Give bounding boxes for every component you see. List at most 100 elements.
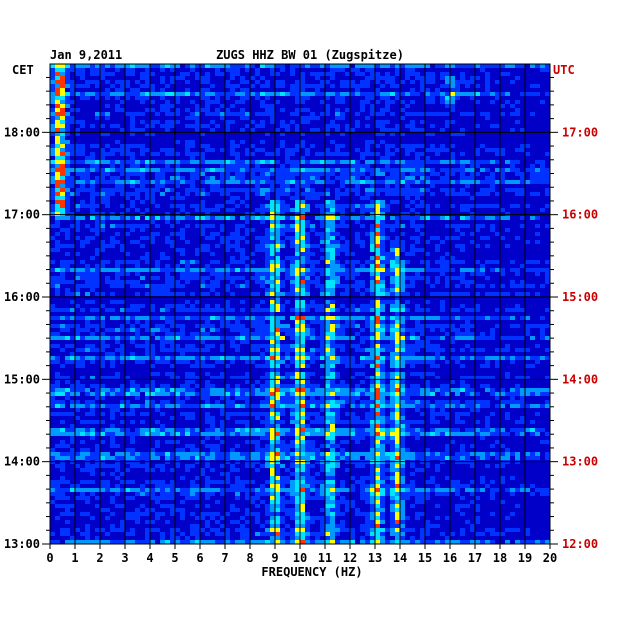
spectrogram-cell bbox=[190, 272, 195, 276]
spectrogram-cell bbox=[415, 400, 420, 404]
spectrogram-cell bbox=[325, 392, 330, 396]
spectrogram-cell bbox=[510, 180, 515, 184]
spectrogram-cell bbox=[355, 232, 360, 236]
spectrogram-cell bbox=[345, 432, 350, 436]
spectrogram-cell bbox=[545, 192, 550, 196]
spectrogram-cell bbox=[145, 196, 150, 200]
spectrogram-cell bbox=[310, 196, 315, 200]
spectrogram-cell bbox=[195, 104, 200, 108]
spectrogram-cell bbox=[290, 196, 295, 200]
spectrogram-cell bbox=[210, 336, 215, 340]
spectrogram-cell bbox=[370, 348, 375, 352]
spectrogram-cell bbox=[450, 168, 455, 172]
spectrogram-cell bbox=[210, 428, 215, 432]
spectrogram-cell bbox=[390, 92, 395, 96]
spectrogram-cell bbox=[335, 360, 340, 364]
spectrogram-cell bbox=[195, 120, 200, 124]
spectrogram-cell bbox=[285, 348, 290, 352]
spectrogram-cell bbox=[375, 408, 380, 412]
spectrogram-cell bbox=[515, 192, 520, 196]
spectrogram-cell bbox=[70, 260, 75, 264]
spectrogram-cell bbox=[260, 300, 265, 304]
spectrogram-cell bbox=[305, 288, 310, 292]
spectrogram-cell bbox=[115, 268, 120, 272]
spectrogram-cell bbox=[165, 452, 170, 456]
spectrogram-cell bbox=[95, 276, 100, 280]
spectrogram-cell bbox=[230, 432, 235, 436]
spectrogram-cell bbox=[490, 180, 495, 184]
spectrogram-cell bbox=[305, 64, 310, 68]
spectrogram-cell bbox=[495, 152, 500, 156]
spectrogram-cell bbox=[360, 380, 365, 384]
spectrogram-cell bbox=[455, 276, 460, 280]
spectrogram-cell bbox=[215, 400, 220, 404]
spectrogram-cell bbox=[265, 328, 270, 332]
spectrogram-cell bbox=[240, 432, 245, 436]
spectrogram-cell bbox=[185, 428, 190, 432]
spectrogram-cell bbox=[170, 160, 175, 164]
spectrogram-cell bbox=[190, 392, 195, 396]
spectrogram-cell bbox=[400, 400, 405, 404]
spectrogram-cell bbox=[280, 404, 285, 408]
spectrogram-cell bbox=[285, 176, 290, 180]
spectrogram-cell bbox=[350, 308, 355, 312]
spectrogram-cell bbox=[370, 336, 375, 340]
spectrogram-cell bbox=[435, 400, 440, 404]
spectrogram-cell bbox=[60, 124, 65, 128]
spectrogram-cell bbox=[95, 284, 100, 288]
spectrogram-cell bbox=[60, 148, 65, 152]
spectrogram-cell bbox=[195, 452, 200, 456]
spectrogram-cell bbox=[235, 176, 240, 180]
spectrogram-cell bbox=[325, 360, 330, 364]
spectrogram-cell bbox=[400, 304, 405, 308]
spectrogram-cell bbox=[475, 64, 480, 68]
spectrogram-cell bbox=[235, 324, 240, 328]
spectrogram-cell bbox=[420, 388, 425, 392]
spectrogram-cell bbox=[315, 196, 320, 200]
spectrogram-cell bbox=[310, 420, 315, 424]
spectrogram-cell bbox=[505, 344, 510, 348]
spectrogram-cell bbox=[400, 188, 405, 192]
spectrogram-cell bbox=[245, 160, 250, 164]
spectrogram-cell bbox=[255, 364, 260, 368]
spectrogram-cell bbox=[380, 388, 385, 392]
spectrogram-cell bbox=[270, 364, 275, 368]
spectrogram-cell bbox=[210, 364, 215, 368]
spectrogram-cell bbox=[320, 284, 325, 288]
spectrogram-cell bbox=[385, 404, 390, 408]
spectrogram-cell bbox=[225, 168, 230, 172]
spectrogram-cell bbox=[255, 440, 260, 444]
spectrogram-cell bbox=[310, 72, 315, 76]
spectrogram-cell bbox=[315, 128, 320, 132]
spectrogram-cell bbox=[275, 284, 280, 288]
spectrogram-cell bbox=[180, 316, 185, 320]
spectrogram-cell bbox=[385, 260, 390, 264]
spectrogram-cell bbox=[200, 308, 205, 312]
spectrogram-cell bbox=[75, 120, 80, 124]
spectrogram-cell bbox=[350, 252, 355, 256]
spectrogram-cell bbox=[300, 116, 305, 120]
spectrogram-cell bbox=[375, 388, 380, 392]
spectrogram-cell bbox=[370, 72, 375, 76]
spectrogram-cell bbox=[370, 188, 375, 192]
spectrogram-cell bbox=[235, 84, 240, 88]
spectrogram-cell bbox=[480, 92, 485, 96]
spectrogram-cell bbox=[455, 420, 460, 424]
spectrogram-cell bbox=[100, 412, 105, 416]
spectrogram-cell bbox=[270, 312, 275, 316]
spectrogram-cell bbox=[400, 360, 405, 364]
spectrogram-cell bbox=[280, 260, 285, 264]
spectrogram-cell bbox=[460, 356, 465, 360]
spectrogram-cell bbox=[510, 396, 515, 400]
spectrogram-cell bbox=[200, 152, 205, 156]
spectrogram-cell bbox=[360, 308, 365, 312]
spectrogram-cell bbox=[380, 276, 385, 280]
spectrogram-cell bbox=[500, 168, 505, 172]
spectrogram-cell bbox=[355, 188, 360, 192]
spectrogram-cell bbox=[410, 128, 415, 132]
spectrogram-cell bbox=[395, 68, 400, 72]
spectrogram-cell bbox=[125, 232, 130, 236]
spectrogram-cell bbox=[205, 268, 210, 272]
spectrogram-cell bbox=[280, 216, 285, 220]
spectrogram-cell bbox=[90, 384, 95, 388]
